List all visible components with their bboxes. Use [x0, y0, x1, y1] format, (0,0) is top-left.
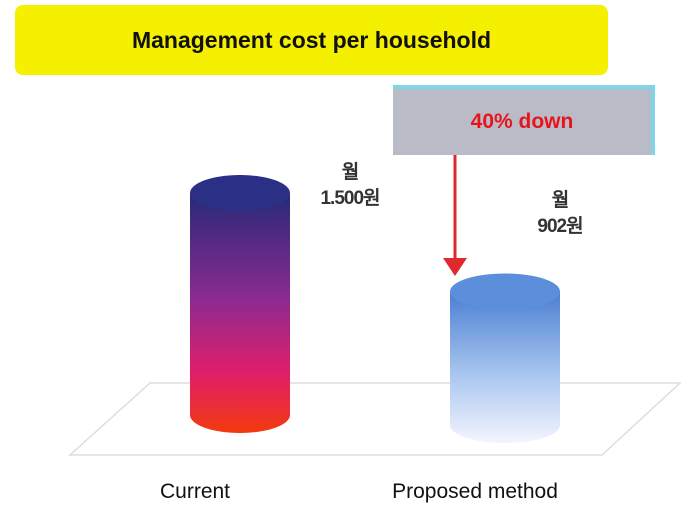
- bar-top: [190, 175, 290, 211]
- value-label: 월 902원: [537, 190, 583, 237]
- x-tick-label: Current: [159, 480, 231, 503]
- chart-title: Management cost per household: [15, 5, 608, 75]
- x-tick-label: Proposed method: [392, 480, 558, 503]
- value-label: 월 1.500원: [320, 162, 380, 209]
- bar: [450, 273, 560, 443]
- bar-body: [450, 291, 560, 443]
- arrow-head: [443, 258, 467, 276]
- floor: [68, 382, 682, 456]
- bar: [190, 175, 290, 433]
- annotation: 40% down: [393, 85, 655, 155]
- bar-body: [190, 193, 290, 433]
- bar-top: [450, 273, 560, 310]
